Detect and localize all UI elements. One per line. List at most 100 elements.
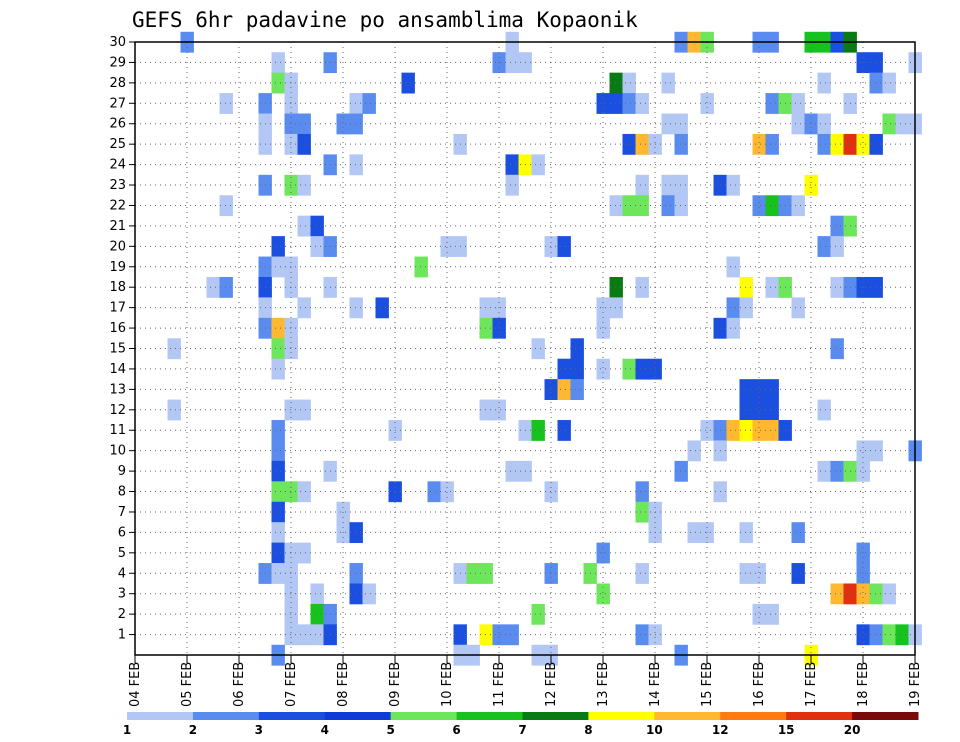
heatmap-cell [635, 624, 649, 646]
heatmap-cell [882, 583, 896, 605]
heatmap-cell [297, 624, 311, 646]
heatmap-cell [869, 583, 883, 605]
heatmap-cell [271, 338, 285, 360]
heatmap-cell [362, 583, 376, 605]
heatmap-cell [791, 93, 805, 114]
y-tick-label: 22 [109, 198, 126, 213]
heatmap-cell [791, 522, 805, 544]
heatmap-cell [622, 133, 636, 155]
x-tick-label: 05 FEB [180, 662, 195, 707]
heatmap-cell [362, 93, 376, 114]
colorbar-label: 7 [518, 723, 526, 737]
heatmap-cell [505, 154, 519, 176]
heatmap-cell [700, 420, 714, 441]
heatmap-cell [622, 358, 636, 380]
heatmap-cell [726, 297, 740, 319]
heatmap-cell [297, 542, 311, 564]
colorbar-label: 4 [321, 723, 329, 737]
heatmap-cell [804, 174, 818, 196]
heatmap-cell [505, 52, 519, 74]
heatmap-cell [570, 358, 584, 380]
heatmap-cell [830, 276, 844, 298]
y-tick-label: 4 [118, 566, 126, 581]
y-tick-label: 2 [118, 607, 126, 622]
heatmap-cell [869, 624, 883, 646]
x-tick-label: 11 FEB [492, 662, 507, 707]
x-tick-label: 06 FEB [232, 662, 247, 707]
heatmap-cell [687, 440, 701, 462]
heatmap-cell [739, 420, 753, 441]
heatmap-cell [596, 93, 610, 114]
x-tick-label: 08 FEB [336, 662, 351, 707]
x-tick-label: 13 FEB [596, 662, 611, 707]
heatmap-cell [635, 358, 649, 380]
heatmap-cell [635, 174, 649, 196]
y-tick-label: 24 [109, 158, 126, 173]
heatmap-cell [622, 195, 636, 217]
heatmap-cell [765, 276, 779, 298]
heatmap-cell [440, 481, 454, 503]
heatmap-cell [661, 113, 675, 135]
heatmap-cell [310, 624, 324, 646]
heatmap-cell [752, 399, 766, 421]
heatmap-cell [271, 522, 285, 544]
heatmap-cell [791, 563, 805, 584]
heatmap-cell [206, 276, 220, 298]
heatmap-cell [791, 195, 805, 217]
heatmap-cell [310, 603, 324, 625]
colorbar-label: 8 [584, 723, 592, 737]
x-tick-label: 19 FEB [908, 662, 923, 707]
heatmap-cell [830, 236, 844, 257]
heatmap-cell [726, 420, 740, 441]
heatmap-cell [271, 420, 285, 441]
heatmap-cell [791, 113, 805, 135]
heatmap-cell [570, 338, 584, 360]
heatmap-cell [609, 93, 623, 114]
heatmap-cell [635, 276, 649, 298]
heatmap-cell [492, 317, 506, 339]
heatmap-cell [336, 113, 350, 135]
colorbar-label: 15 [778, 723, 795, 737]
heatmap-cell [297, 215, 311, 237]
x-tick-label: 14 FEB [648, 662, 663, 707]
y-tick-label: 20 [109, 239, 126, 254]
heatmap-cell [284, 93, 298, 114]
heatmap-cell [531, 603, 545, 625]
heatmap-cell [310, 215, 324, 237]
heatmap-cell [817, 399, 831, 421]
heatmap-cell [674, 460, 688, 482]
heatmap-cell [635, 195, 649, 217]
heatmap-cell [557, 236, 571, 257]
heatmap-cell [765, 420, 779, 441]
y-tick-label: 9 [118, 464, 126, 479]
x-tick-label: 18 FEB [856, 662, 871, 707]
heatmap-cell [674, 133, 688, 155]
heatmap-cell [349, 563, 363, 584]
heatmap-cell [635, 563, 649, 584]
heatmap-cell [479, 297, 493, 319]
y-tick-label: 14 [109, 362, 126, 377]
y-tick-label: 6 [118, 525, 126, 540]
x-tick-label: 07 FEB [284, 662, 299, 707]
heatmap-cell [609, 195, 623, 217]
colorbar: 1 2 3 4 5 6 7 8 10 12 15 20 [123, 712, 919, 737]
heatmap-cell [752, 379, 766, 400]
heatmap-cell [271, 440, 285, 462]
heatmap-cell [349, 583, 363, 605]
heatmap-cell [791, 297, 805, 319]
heatmap-cell [661, 195, 675, 217]
heatmap-cell [466, 563, 480, 584]
heatmap-cell [895, 113, 909, 135]
heatmap-cell [271, 501, 285, 523]
heatmap-cell [830, 460, 844, 482]
heatmap-cell [349, 154, 363, 176]
heatmap-cell [830, 338, 844, 360]
y-tick-label: 15 [109, 342, 126, 357]
heatmap-cell [297, 113, 311, 135]
x-tick-label: 09 FEB [388, 662, 403, 707]
y-tick-label: 8 [118, 485, 126, 500]
y-tick-label: 25 [109, 137, 126, 152]
heatmap-cell [349, 297, 363, 319]
colorbar-label: 3 [255, 723, 263, 737]
heatmap-cell [284, 113, 298, 135]
